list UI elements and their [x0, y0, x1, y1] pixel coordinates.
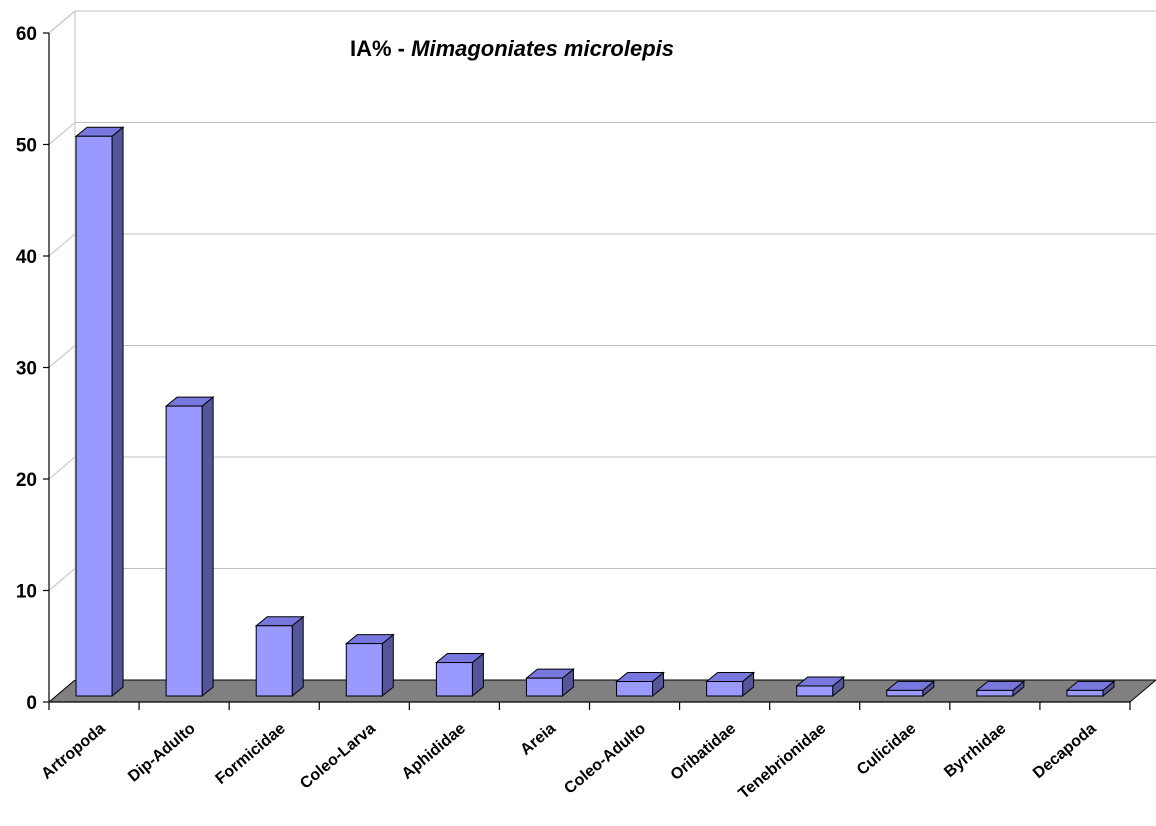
bar-front	[1066, 689, 1104, 697]
gridline-depth	[48, 345, 76, 368]
chart-title: IA% - Mimagoniates microlepis	[350, 36, 674, 62]
x-category-label: Culicidae	[854, 720, 919, 779]
x-category-label: Formicidae	[212, 720, 288, 788]
bar-coleo-adulto	[615, 671, 665, 698]
chart-title-prefix: IA% -	[350, 36, 412, 61]
x-category-label: Areia	[517, 720, 559, 759]
y-tick-label: 50	[16, 136, 37, 157]
bar-decapoda	[1065, 680, 1116, 698]
bar-front	[165, 405, 203, 697]
y-tick-label: 60	[16, 24, 37, 45]
bar-coleo-larva	[344, 633, 395, 698]
x-category-label: Coleo-Adulto	[561, 720, 649, 798]
bar-byrrhidae	[975, 680, 1026, 698]
y-tick-label: 40	[16, 247, 37, 268]
bars	[74, 126, 1116, 698]
bar-side	[111, 126, 124, 698]
bar-front	[525, 677, 563, 697]
bar-front	[616, 681, 654, 697]
bar-front	[75, 135, 113, 697]
bar-areia	[525, 668, 575, 698]
y-tick-label: 20	[16, 470, 37, 491]
y-tick-label: 30	[16, 359, 37, 380]
bar-artropoda	[74, 126, 125, 698]
x-category-label: Tenebrionidae	[735, 720, 829, 803]
bar-front	[706, 681, 744, 697]
bar-front	[435, 662, 473, 697]
bar-side	[201, 396, 214, 698]
x-category-label: Oribatidae	[668, 720, 740, 784]
bar-side	[291, 615, 304, 698]
bar-side	[381, 633, 394, 698]
gridline-depth	[48, 122, 76, 145]
back-wall-top-edge	[48, 10, 76, 34]
y-tick-label: 0	[26, 693, 37, 714]
bar-aphididae	[434, 652, 485, 698]
gridline-depth	[48, 233, 76, 257]
bar-formicidae	[254, 615, 305, 698]
chart-title-species: Mimagoniates microlepis	[411, 36, 674, 61]
x-category-label: Aphididae	[399, 720, 469, 783]
gridline-depth	[48, 568, 76, 591]
bar-front	[255, 625, 293, 697]
bar-oribatidae	[705, 671, 756, 698]
bar-front	[345, 643, 383, 697]
bar-front	[886, 689, 924, 697]
x-category-label: Artropoda	[38, 720, 108, 783]
x-category-label: Dip-Adulto	[125, 720, 199, 786]
bar-culicidae	[885, 680, 936, 698]
x-category-label: Decapoda	[1030, 720, 1100, 782]
gridline-depth	[48, 456, 76, 480]
bar-front	[976, 689, 1014, 697]
x-category-label: Byrrhidae	[941, 720, 1009, 781]
bar-dip-adulto	[164, 396, 215, 698]
axes	[43, 10, 1131, 710]
bar-tenebrionidae	[795, 675, 846, 698]
x-category-label: Coleo-Larva	[297, 720, 379, 793]
gridlines	[48, 10, 1156, 591]
bar-front	[796, 685, 834, 697]
y-tick-label: 10	[16, 582, 37, 603]
